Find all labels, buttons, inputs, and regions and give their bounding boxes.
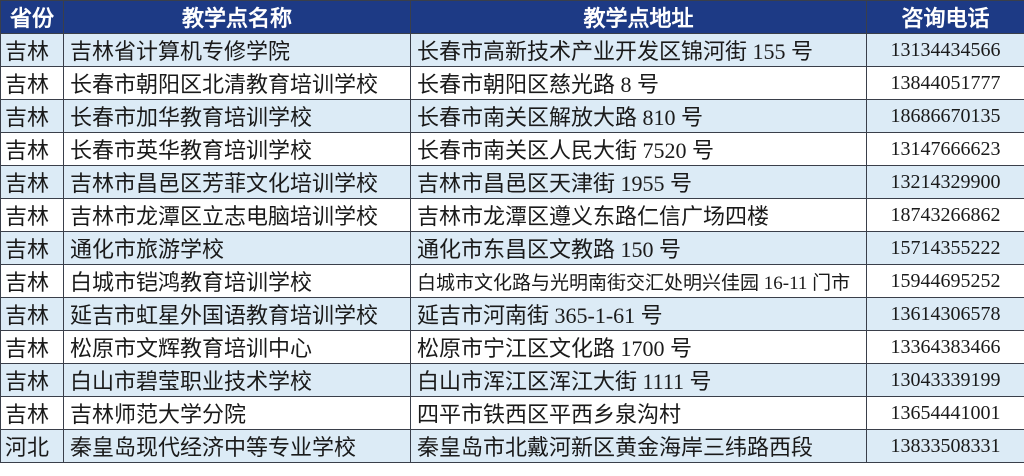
province-cell: 吉林 — [0, 231, 64, 265]
table-row: 河北 秦皇岛现代经济中等专业学校 秦皇岛市北戴河新区黄金海岸三纬路西段 1383350… — [0, 429, 1024, 463]
table-row: 吉林 白城市铠鸿教育培训学校 白城市文化路与光明南街交汇处明兴佳园 16-11 门市… — [0, 264, 1024, 298]
address-cell: 吉林市龙潭区遵义东路仁信广场四楼 — [410, 198, 867, 232]
province-cell: 吉林 — [0, 165, 64, 199]
phone-cell: 15944695252 — [866, 264, 1024, 298]
province-cell: 吉林 — [0, 330, 64, 364]
address-cell: 四平市铁西区平西乡泉沟村 — [410, 396, 867, 430]
table-row: 吉林 吉林市昌邑区芳菲文化培训学校 吉林市昌邑区天津街 1955 号 13214329… — [0, 165, 1024, 199]
phone-cell: 13364383466 — [866, 330, 1024, 364]
name-cell: 通化市旅游学校 — [63, 231, 411, 265]
address-cell: 延吉市河南街 365-1-61 号 — [410, 297, 867, 331]
province-cell: 吉林 — [0, 363, 64, 397]
header-row: 省份 教学点名称 教学点地址 咨询电话 — [0, 0, 1024, 34]
table-row: 吉林 白山市碧莹职业技术学校 白山市浑江区浑江大街 1111 号 1304333919… — [0, 363, 1024, 397]
name-cell: 吉林市昌邑区芳菲文化培训学校 — [63, 165, 411, 199]
phone-cell: 13147666623 — [866, 132, 1024, 166]
name-cell: 长春市加华教育培训学校 — [63, 99, 411, 133]
header-name: 教学点名称 — [63, 0, 411, 34]
province-cell: 吉林 — [0, 99, 64, 133]
phone-cell: 13844051777 — [866, 66, 1024, 100]
table-row: 吉林 通化市旅游学校 通化市东昌区文教路 150 号 15714355222 — [0, 231, 1024, 265]
address-cell: 吉林市昌邑区天津街 1955 号 — [410, 165, 867, 199]
phone-cell: 13614306578 — [866, 297, 1024, 331]
address-cell: 长春市高新技术产业开发区锦河街 155 号 — [410, 33, 867, 67]
name-cell: 白城市铠鸿教育培训学校 — [63, 264, 411, 298]
table-row: 吉林 长春市加华教育培训学校 长春市南关区解放大路 810 号 18686670135 — [0, 99, 1024, 133]
name-cell: 长春市英华教育培训学校 — [63, 132, 411, 166]
table-row: 吉林 吉林师范大学分院 四平市铁西区平西乡泉沟村 13654441001 — [0, 396, 1024, 430]
address-cell: 长春市朝阳区慈光路 8 号 — [410, 66, 867, 100]
name-cell: 长春市朝阳区北清教育培训学校 — [63, 66, 411, 100]
header-phone: 咨询电话 — [866, 0, 1024, 34]
header-province: 省份 — [0, 0, 64, 34]
province-cell: 吉林 — [0, 132, 64, 166]
phone-cell: 13654441001 — [866, 396, 1024, 430]
address-cell: 长春市南关区人民大街 7520 号 — [410, 132, 867, 166]
header-address: 教学点地址 — [410, 0, 867, 34]
province-cell: 吉林 — [0, 297, 64, 331]
name-cell: 延吉市虹星外国语教育培训学校 — [63, 297, 411, 331]
name-cell: 秦皇岛现代经济中等专业学校 — [63, 429, 411, 463]
phone-cell: 13214329900 — [866, 165, 1024, 199]
name-cell: 白山市碧莹职业技术学校 — [63, 363, 411, 397]
address-cell: 长春市南关区解放大路 810 号 — [410, 99, 867, 133]
phone-cell: 13134434566 — [866, 33, 1024, 67]
table-row: 吉林 吉林省计算机专修学院 长春市高新技术产业开发区锦河街 155 号 1313443… — [0, 33, 1024, 67]
table-row: 吉林 长春市英华教育培训学校 长春市南关区人民大街 7520 号 1314766662… — [0, 132, 1024, 166]
name-cell: 松原市文辉教育培训中心 — [63, 330, 411, 364]
province-cell: 河北 — [0, 429, 64, 463]
address-cell: 松原市宁江区文化路 1700 号 — [410, 330, 867, 364]
address-cell: 白山市浑江区浑江大街 1111 号 — [410, 363, 867, 397]
province-cell: 吉林 — [0, 33, 64, 67]
teaching-points-table: 省份 教学点名称 教学点地址 咨询电话 吉林 吉林省计算机专修学院 长春市高新技术产… — [0, 0, 1024, 463]
phone-cell: 18686670135 — [866, 99, 1024, 133]
name-cell: 吉林市龙潭区立志电脑培训学校 — [63, 198, 411, 232]
phone-cell: 18743266862 — [866, 198, 1024, 232]
name-cell: 吉林省计算机专修学院 — [63, 33, 411, 67]
province-cell: 吉林 — [0, 198, 64, 232]
phone-cell: 13043339199 — [866, 363, 1024, 397]
province-cell: 吉林 — [0, 66, 64, 100]
table-row: 吉林 长春市朝阳区北清教育培训学校 长春市朝阳区慈光路 8 号 13844051777 — [0, 66, 1024, 100]
address-cell: 秦皇岛市北戴河新区黄金海岸三纬路西段 — [410, 429, 867, 463]
address-cell: 通化市东昌区文教路 150 号 — [410, 231, 867, 265]
name-cell: 吉林师范大学分院 — [63, 396, 411, 430]
table-row: 吉林 延吉市虹星外国语教育培训学校 延吉市河南街 365-1-61 号 1361430… — [0, 297, 1024, 331]
table-row: 吉林 吉林市龙潭区立志电脑培训学校 吉林市龙潭区遵义东路仁信广场四楼 18743266… — [0, 198, 1024, 232]
table-row: 吉林 松原市文辉教育培训中心 松原市宁江区文化路 1700 号 13364383466 — [0, 330, 1024, 364]
phone-cell: 15714355222 — [866, 231, 1024, 265]
address-cell: 白城市文化路与光明南街交汇处明兴佳园 16-11 门市 — [410, 264, 867, 298]
province-cell: 吉林 — [0, 396, 64, 430]
province-cell: 吉林 — [0, 264, 64, 298]
phone-cell: 13833508331 — [866, 429, 1024, 463]
